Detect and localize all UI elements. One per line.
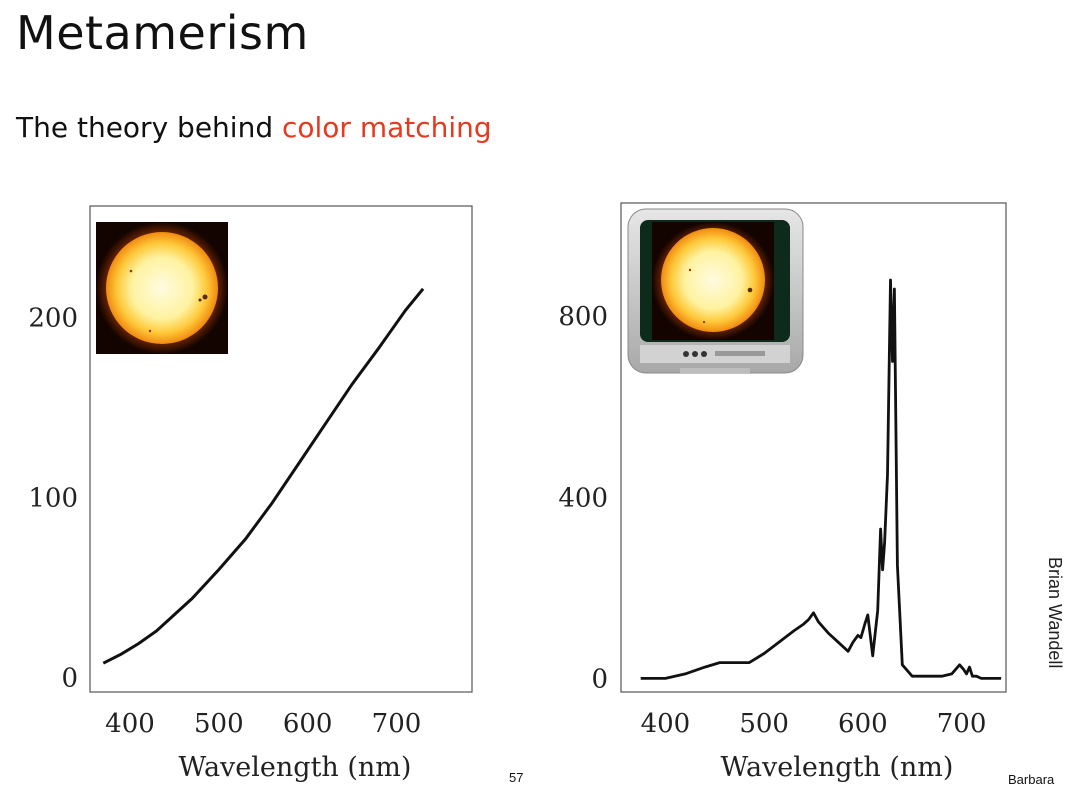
right-chart: 0 400 800 400 500 600 700 Wavelength (nm) xyxy=(558,202,1007,783)
x-tick-label: 400 xyxy=(105,709,155,739)
photo-credit: Brian Wandell xyxy=(1045,557,1065,669)
left-chart: 0 100 200 400 500 600 700 Wavelength (nm) xyxy=(28,205,473,783)
sun-photo-icon xyxy=(96,222,228,354)
crt-television-icon xyxy=(627,208,804,374)
x-tick-label: 600 xyxy=(838,709,888,739)
left-x-ticks: 400 500 600 700 xyxy=(105,709,421,739)
right-y-ticks: 0 400 800 xyxy=(558,302,608,694)
subtitle-accent: color matching xyxy=(282,111,492,144)
x-tick-label: 700 xyxy=(937,709,987,739)
right-x-axis-label: Wavelength (nm) xyxy=(721,752,954,783)
slide-subtitle: The theory behind color matching xyxy=(16,111,492,144)
y-tick-label: 800 xyxy=(558,302,608,332)
x-tick-label: 600 xyxy=(283,709,333,739)
right-x-ticks: 400 500 600 700 xyxy=(641,709,987,739)
x-tick-label: 500 xyxy=(194,709,244,739)
subtitle-prefix: The theory behind xyxy=(16,111,282,144)
y-tick-label: 400 xyxy=(558,483,608,513)
right-spectrum-line xyxy=(640,278,1002,680)
right-chart-frame xyxy=(620,202,1007,693)
slide-title: Metamerism xyxy=(16,6,309,60)
y-tick-label: 0 xyxy=(591,664,608,694)
x-tick-label: 700 xyxy=(372,709,422,739)
y-tick-label: 0 xyxy=(61,664,78,694)
y-tick-label: 200 xyxy=(28,304,78,334)
left-x-axis-label: Wavelength (nm) xyxy=(179,752,412,783)
left-chart-frame xyxy=(89,205,473,693)
left-y-ticks: 0 100 200 xyxy=(28,304,78,694)
footer-author: Barbara xyxy=(1008,772,1055,787)
x-tick-label: 400 xyxy=(641,709,691,739)
page-number: 57 xyxy=(509,770,524,785)
y-tick-label: 100 xyxy=(28,484,78,514)
x-tick-label: 500 xyxy=(739,709,789,739)
left-spectrum-line xyxy=(102,287,425,665)
